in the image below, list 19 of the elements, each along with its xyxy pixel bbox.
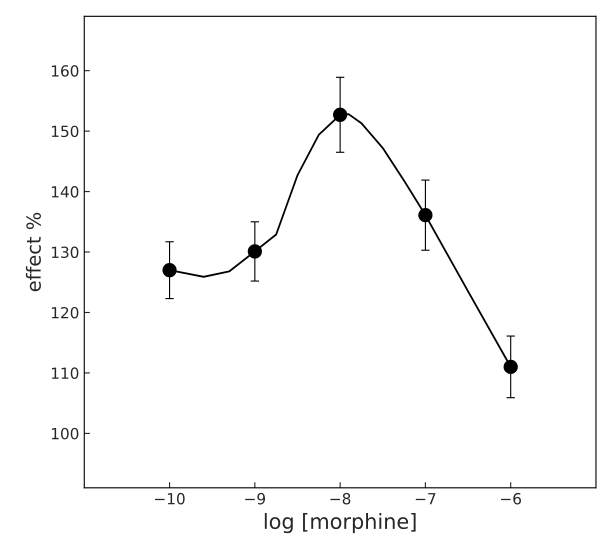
point xyxy=(418,208,433,222)
x-tick-label: −7 xyxy=(416,493,436,504)
x-tick-label: −10 xyxy=(155,492,185,504)
point xyxy=(504,360,518,374)
y-tick-label: 130 xyxy=(52,246,78,258)
y-tick-label: 150 xyxy=(52,126,78,138)
x-tick-label: −6 xyxy=(501,492,521,504)
point xyxy=(333,108,348,122)
y-tick-label: 140 xyxy=(52,186,78,198)
y-tick-label: 100 xyxy=(52,428,78,440)
y-axis-title: effect % xyxy=(26,212,41,292)
x-axis-title: log [morphine] xyxy=(264,513,416,534)
y-tick-label: 160 xyxy=(52,65,78,77)
y-tick-label: 110 xyxy=(52,367,78,379)
x-tick-label: −8 xyxy=(330,492,350,504)
point xyxy=(248,244,262,259)
point xyxy=(162,263,177,278)
y-tick-label: 120 xyxy=(52,306,78,319)
x-tick-label: −9 xyxy=(245,492,266,504)
